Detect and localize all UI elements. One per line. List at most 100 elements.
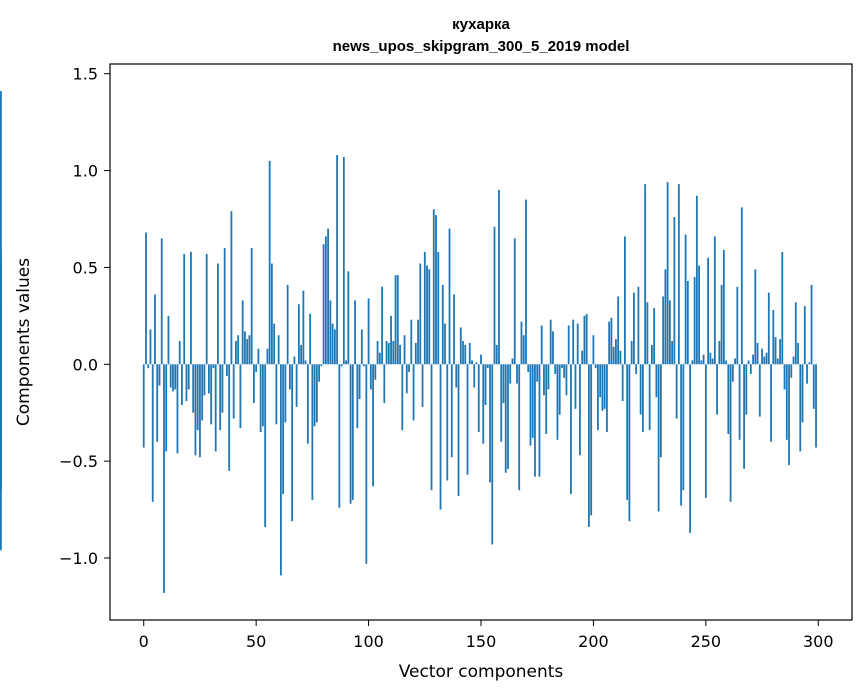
bar-111 — [392, 341, 395, 365]
bar-146 — [471, 360, 473, 365]
bar-110 — [390, 315, 392, 365]
bar-221 — [639, 364, 642, 415]
bar-102 — [372, 364, 374, 487]
bar-13 — [172, 364, 174, 392]
bar-29 — [208, 364, 210, 394]
bar-15 — [176, 364, 179, 454]
bar-88 — [340, 364, 343, 367]
bar-59 — [275, 364, 278, 425]
bar-170 — [525, 199, 527, 365]
bar-136 — [448, 228, 451, 365]
bar-193 — [576, 323, 579, 365]
bar-54 — [264, 364, 267, 528]
bar-98 — [363, 364, 365, 367]
chart-subtitle: news_upos_skipgram_300_5_2019 model — [333, 38, 630, 55]
bar-0 — [142, 364, 145, 448]
bar-117 — [405, 364, 408, 394]
bar-39 — [230, 211, 233, 365]
bar-4 — [151, 364, 154, 502]
bar-234 — [668, 300, 671, 365]
bars-group — [0, 91, 817, 593]
bar-211 — [617, 296, 620, 365]
bar-219 — [635, 364, 638, 374]
bar-281 — [774, 337, 777, 365]
bar-undefined — [0, 364, 2, 415]
y-tick-label: −1.0 — [59, 549, 98, 568]
bar-156 — [493, 226, 496, 365]
bar-34 — [219, 364, 222, 431]
bar-137 — [450, 364, 453, 458]
bar-42 — [237, 335, 240, 365]
bar-76 — [313, 364, 316, 427]
bar-115 — [401, 364, 404, 431]
bar-267 — [743, 364, 745, 469]
bar-188 — [565, 364, 568, 396]
bar-289 — [792, 356, 795, 365]
bar-126 — [426, 265, 428, 365]
bar-113 — [396, 275, 399, 365]
bar-103 — [374, 364, 377, 380]
bar-50 — [255, 364, 258, 373]
bar-297 — [810, 284, 813, 365]
bar-217 — [630, 341, 633, 365]
bar-233 — [666, 182, 669, 365]
bar-222 — [641, 364, 644, 433]
x-axis-label: Vector components — [399, 662, 564, 682]
bar-264 — [736, 286, 739, 365]
bar-167 — [518, 364, 521, 491]
bar-288 — [790, 364, 793, 378]
bar-249 — [702, 354, 705, 365]
x-tick-label: 0 — [139, 632, 149, 651]
x-axis-ticks: 0 50 100 150 200 250 300 — [139, 620, 834, 651]
bar-84 — [331, 323, 334, 365]
bar-218 — [633, 292, 635, 365]
bar-91 — [347, 271, 350, 365]
bar-294 — [803, 306, 806, 365]
bar-202 — [597, 364, 599, 431]
bar-246 — [695, 195, 698, 365]
bar-120 — [412, 364, 415, 421]
bar-83 — [329, 300, 332, 365]
bar-57 — [270, 263, 273, 365]
bar-53 — [262, 364, 264, 427]
x-tick-label: 250 — [691, 632, 722, 651]
bar-131 — [437, 251, 440, 365]
bar-183 — [554, 364, 557, 374]
bar-94 — [354, 300, 356, 365]
bar-72 — [304, 360, 307, 365]
bar-213 — [621, 364, 624, 402]
bar-40 — [232, 364, 235, 419]
bar-257 — [720, 284, 723, 365]
bar-48 — [250, 248, 253, 365]
bar-37 — [226, 364, 228, 376]
bar-107 — [383, 364, 386, 404]
bar-191 — [572, 319, 575, 365]
bar-273 — [756, 342, 759, 365]
bar-270 — [749, 364, 752, 374]
bar-242 — [686, 280, 689, 365]
bar-235 — [671, 341, 674, 365]
bar-286 — [785, 364, 788, 440]
bar-121 — [414, 342, 417, 365]
bar-253 — [711, 358, 714, 365]
bar-216 — [628, 364, 631, 522]
bar-47 — [248, 335, 251, 365]
bar-236 — [673, 217, 676, 365]
bar-158 — [498, 189, 500, 365]
bar-130 — [435, 215, 437, 365]
bar-86 — [336, 155, 338, 365]
bar-155 — [491, 364, 494, 545]
bar-89 — [342, 156, 345, 365]
bar-295 — [806, 364, 808, 384]
y-axis-ticks: −1.0 −0.5 0.0 0.5 1.0 1.5 — [59, 65, 110, 568]
bar-285 — [783, 364, 786, 390]
y-tick-label: 1.0 — [73, 162, 98, 181]
bar-99 — [365, 364, 368, 564]
x-tick-label: 100 — [353, 632, 384, 651]
bar-133 — [441, 284, 444, 365]
bar-123 — [419, 263, 422, 365]
bar-244 — [691, 360, 694, 365]
bar-189 — [567, 325, 570, 365]
bar-278 — [767, 292, 770, 365]
bar-35 — [221, 364, 224, 413]
